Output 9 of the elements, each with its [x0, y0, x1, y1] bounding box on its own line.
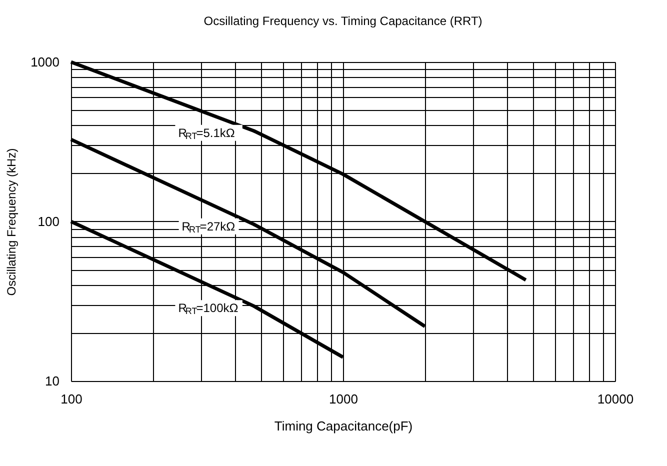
- chart-title: Ocsillating Frequency vs. Timing Capacitance (RRT): [204, 14, 482, 28]
- y-tick-label: 10: [45, 374, 60, 388]
- y-tick-label: 1000: [30, 54, 60, 70]
- x-axis-title: Timing Capacitance(pF): [274, 418, 413, 434]
- y-axis-title: Oscillating Frequency (kHz): [4, 148, 19, 296]
- x-tick-label: 10000: [597, 392, 634, 406]
- x-tick-label: 100: [60, 392, 82, 406]
- x-tick-label: 1000: [329, 392, 358, 406]
- y-tick-label: 100: [38, 214, 60, 229]
